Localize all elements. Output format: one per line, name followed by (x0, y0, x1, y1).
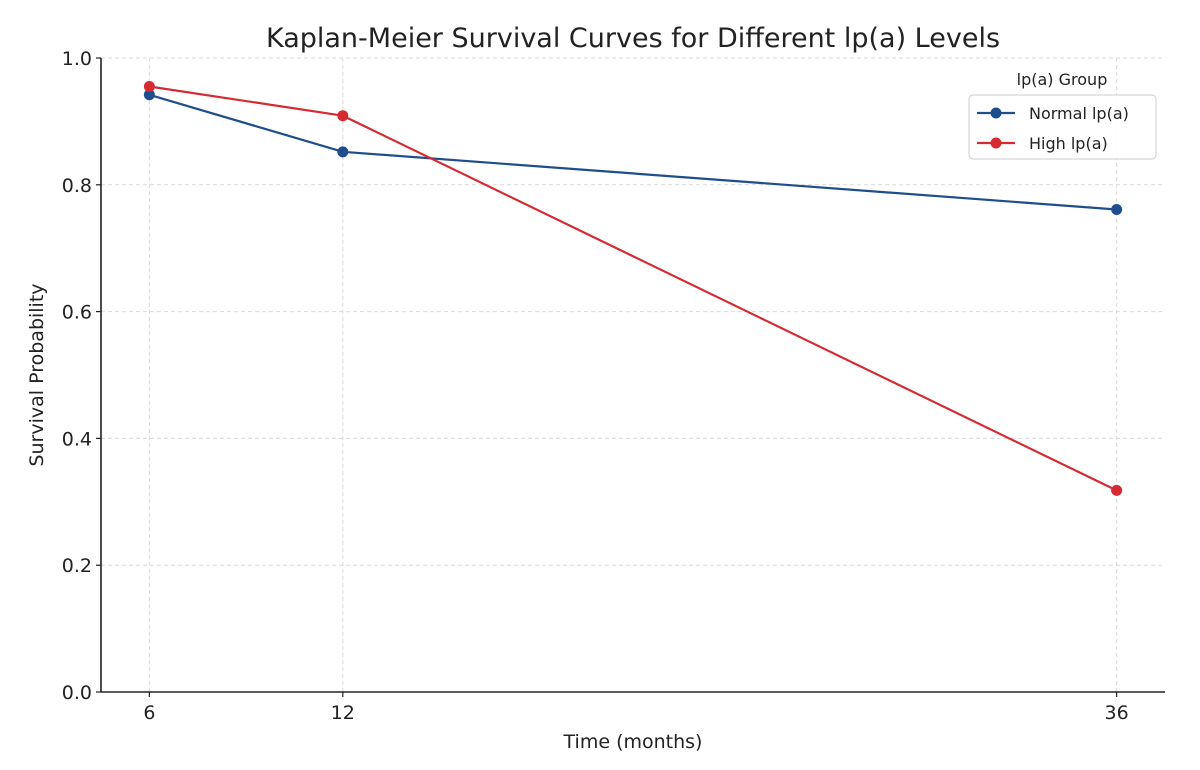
legend-box (968, 94, 1157, 160)
x-axis-label: Time (months) (563, 731, 703, 753)
legend-title: lp(a) Group (1017, 70, 1108, 89)
y-tick-label: 1.0 (62, 48, 92, 70)
y-tick-label: 0.8 (62, 175, 92, 197)
y-axis-label: Survival Probability (26, 283, 48, 466)
legend-marker (990, 107, 1002, 119)
legend-item: High lp(a) (977, 134, 1108, 153)
series-group (143, 81, 1123, 496)
y-tick-label: 0.0 (62, 682, 92, 704)
data-point (1111, 204, 1123, 216)
axis-ticks: 0.0 0.2 0.4 0.6 0.8 1.0 6 12 36 (62, 48, 1129, 724)
data-point (143, 89, 155, 101)
x-tick-label: 6 (143, 702, 155, 724)
chart-title: Kaplan-Meier Survival Curves for Differe… (266, 23, 1000, 54)
y-tick-label: 0.6 (62, 302, 92, 324)
legend-label: Normal lp(a) (1029, 104, 1129, 123)
x-tick-label: 36 (1105, 702, 1129, 724)
x-tick-label: 12 (331, 702, 355, 724)
legend-label: High lp(a) (1029, 134, 1108, 153)
y-tick-label: 0.2 (62, 555, 92, 577)
legend-items: Normal lp(a) High lp(a) (977, 104, 1129, 153)
series-group (143, 89, 1123, 216)
data-point (337, 110, 349, 122)
legend-item: Normal lp(a) (977, 104, 1129, 123)
series-layer (143, 81, 1123, 496)
data-point (143, 81, 155, 93)
legend: lp(a) Group Normal lp(a) High lp(a) (968, 70, 1157, 160)
data-point (1111, 484, 1123, 496)
legend-marker (990, 137, 1002, 149)
y-tick-label: 0.4 (62, 428, 92, 450)
data-point (337, 146, 349, 158)
grid-lines (101, 57, 1165, 693)
